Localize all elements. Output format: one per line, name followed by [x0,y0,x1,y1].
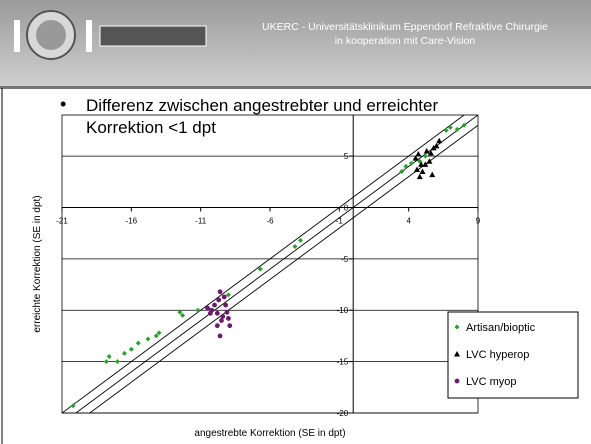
point [70,403,76,409]
point [447,124,453,130]
point [156,330,162,336]
point [298,237,304,243]
point [217,289,223,295]
point [422,153,428,159]
x-tick-label: -16 [126,216,138,225]
legend-label: LVC myop [466,376,517,388]
point [419,168,426,175]
point [207,310,213,316]
point [114,359,120,365]
point [195,307,201,313]
point [408,160,414,166]
y-tick-label: -10 [337,306,349,315]
point [106,353,112,359]
point [433,142,440,149]
point [427,150,434,156]
point [212,302,217,308]
header-subtitle: in kooperation mit Care-Vision [335,35,476,47]
reference-line [62,115,465,413]
point [226,316,231,321]
y-tick-label: 5 [344,152,349,161]
point [214,310,220,316]
point [292,244,298,250]
point [153,333,159,339]
x-tick-label: -6 [266,216,274,225]
point [216,297,222,303]
logo-plate [99,25,207,47]
header-title: UKERC - Universitätsklinikum Eppendorf R… [262,21,548,33]
point [220,314,226,319]
point [399,169,405,175]
point [436,137,443,144]
point [135,340,141,346]
y-tick-label: -15 [337,358,349,367]
point [415,151,422,157]
y-tick-label: -5 [341,255,349,264]
logo-bar [14,20,20,52]
y-tick-label: -20 [337,409,349,418]
point [217,333,223,339]
point [461,122,467,128]
point [225,292,231,298]
reference-line [88,124,478,413]
x-tick-label: -11 [195,216,207,225]
point [426,158,433,164]
point [177,309,183,315]
logo-bar [86,20,92,52]
legend-label: Artisan/bioptic [466,322,536,334]
point [128,346,134,352]
point [224,309,230,315]
point [221,294,227,300]
point [219,318,224,323]
point [103,359,109,365]
point [430,144,437,151]
plot-frame [61,114,479,414]
bullet-dot: • [60,94,66,114]
y-axis-title: erreichte Korrektion (SE in dpt) [32,195,43,332]
x-tick-label: 4 [406,216,411,225]
header-band [0,0,591,86]
point [423,147,430,154]
legend-marker [454,351,460,357]
legend-marker [454,324,460,330]
point [416,173,423,180]
reference-line [75,115,478,413]
point [418,161,425,167]
bullet-text: Differenz zwischen angestrebter und erre… [86,96,438,115]
point [145,336,151,342]
point [403,163,409,169]
point [214,323,220,329]
point [429,171,436,178]
point [227,323,233,329]
point [205,305,211,311]
point [422,161,429,167]
point [121,350,127,356]
header-rule [0,86,591,89]
logo-seal-inner [36,20,66,50]
point [223,302,229,308]
point [454,126,460,132]
point [257,266,263,272]
point [412,155,419,161]
legend-marker [454,378,460,384]
bullet-text: Korrektion <1 dpt [86,118,216,137]
legend-label: LVC hyperop [466,349,529,361]
legend-box [447,311,579,399]
point [443,127,449,133]
x-axis-title: angestrebte Korrektion (SE in dpt) [194,428,345,439]
point [180,312,186,318]
x-tick-label: -1 [336,216,344,225]
point [413,166,420,172]
